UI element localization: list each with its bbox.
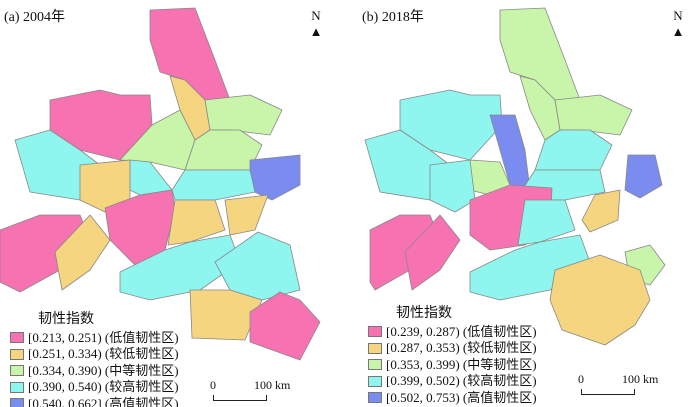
region: [54, 214, 111, 291]
region: [624, 154, 663, 199]
legend-title: 韧性指数: [38, 312, 94, 327]
region: [517, 199, 576, 246]
legend-item: [0.213, 0.251) (低值韧性区): [10, 330, 179, 347]
legend-item: [0.239, 0.287) (低值韧性区): [368, 324, 537, 341]
region: [404, 214, 461, 291]
north-arrow-icon: N ▲: [671, 8, 685, 39]
region: [554, 94, 633, 136]
region: [224, 194, 269, 236]
region: [249, 291, 321, 361]
legend-title: 韧性指数: [396, 306, 452, 321]
legend-item: [0.287, 0.353) (较低韧性区): [368, 340, 537, 357]
legend-item: [0.251, 0.334) (较低韧性区): [10, 346, 179, 363]
panel-title-2018: (b) 2018年: [362, 10, 424, 25]
region: [204, 94, 283, 136]
region: [429, 159, 476, 213]
legend-2004: 韧性指数 [0.213, 0.251) (低值韧性区) [0.251, 0.33…: [10, 312, 179, 407]
legend-item: [0.399, 0.502) (较高韧性区): [368, 373, 537, 390]
region: [167, 199, 226, 246]
scale-bar-2018: 0 100 km: [578, 372, 658, 395]
panel-title-2004: (a) 2004年: [4, 10, 66, 25]
legend-item: [0.353, 0.399) (中等韧性区): [368, 357, 537, 374]
scale-bar-2004: 0 100 km: [210, 378, 290, 401]
region: [581, 189, 621, 233]
map-2018: [364, 7, 666, 346]
region: [249, 154, 301, 201]
legend-item: [0.540, 0.662] (高值韧性区): [10, 396, 179, 407]
legend-item: [0.334, 0.390) (中等韧性区): [10, 363, 179, 380]
region: [171, 169, 256, 201]
legend-item: [0.390, 0.540) (较高韧性区): [10, 379, 179, 396]
map-2004: [0, 7, 321, 361]
north-arrow-icon: N ▲: [309, 8, 323, 39]
legend-item: [0.502, 0.753) (高值韧性区): [368, 390, 537, 407]
region: [549, 254, 651, 346]
legend-2018: 韧性指数 [0.239, 0.287) (低值韧性区) [0.287, 0.35…: [368, 306, 537, 406]
